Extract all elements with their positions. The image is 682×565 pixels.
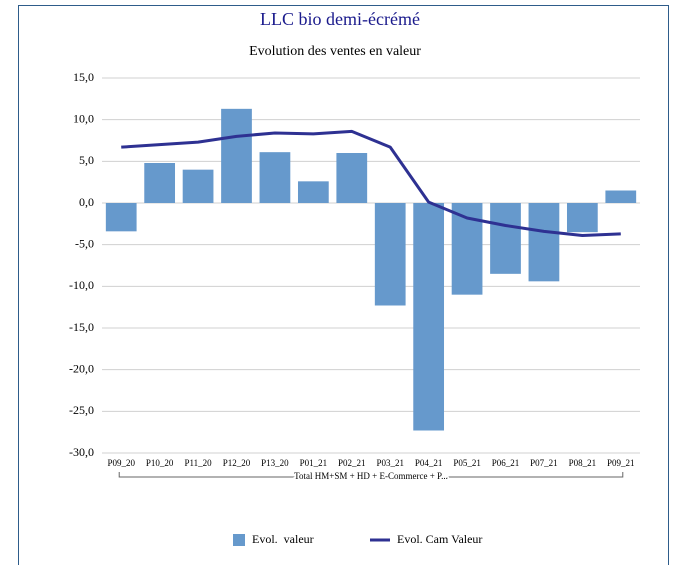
y-tick-label: -30,0 [69,445,94,459]
bar [490,203,521,274]
x-tick-label: P07_21 [530,458,558,468]
group-bracket [118,472,624,478]
bar [144,163,176,203]
x-tick-label: P01_21 [300,458,328,468]
legend-swatch [233,534,245,546]
bar [566,203,598,233]
x-tick-label: P12_20 [223,458,251,468]
bar [259,152,291,203]
bar [374,203,406,306]
y-tick-label: -15,0 [69,320,94,334]
y-tick-label: -20,0 [69,361,94,375]
x-tick-label: P05_21 [453,458,481,468]
bar [413,203,445,431]
bar [105,203,137,232]
bar [336,153,368,203]
y-tick-label: -25,0 [69,403,94,417]
x-tick-label: P02_21 [338,458,366,468]
x-tick-label: P11_20 [184,458,212,468]
x-tick-label: P09_21 [607,458,635,468]
legend-label: Evol. valeur [252,532,314,546]
x-group-label: Total HM+SM + HD + E-Commerce + P... [294,471,448,481]
x-tick-label: P06_21 [492,458,520,468]
x-tick-label: P09_20 [107,458,135,468]
x-tick-label: P10_20 [146,458,174,468]
y-tick-label: 5,0 [79,153,94,167]
y-tick-label: -10,0 [69,278,94,292]
bar [221,108,252,203]
frame [18,5,669,565]
chart-subtitle: Evolution des ventes en valeur [249,44,421,59]
x-tick-label: P04_21 [415,458,443,468]
y-tick-label: 0,0 [79,195,94,209]
bar [297,181,329,203]
legend-label: Evol. Cam Valeur [397,532,482,546]
bar [182,169,214,203]
x-tick-label: P03_21 [376,458,404,468]
y-tick-label: -5,0 [75,236,94,250]
chart-title: LLC bio demi-écrémé [260,9,420,29]
x-tick-label: P13_20 [261,458,289,468]
y-tick-label: 10,0 [73,111,94,125]
bar [605,190,637,203]
y-tick-label: 15,0 [73,70,94,84]
bar [528,203,560,282]
line [121,129,621,237]
x-tick-label: P08_21 [569,458,597,468]
